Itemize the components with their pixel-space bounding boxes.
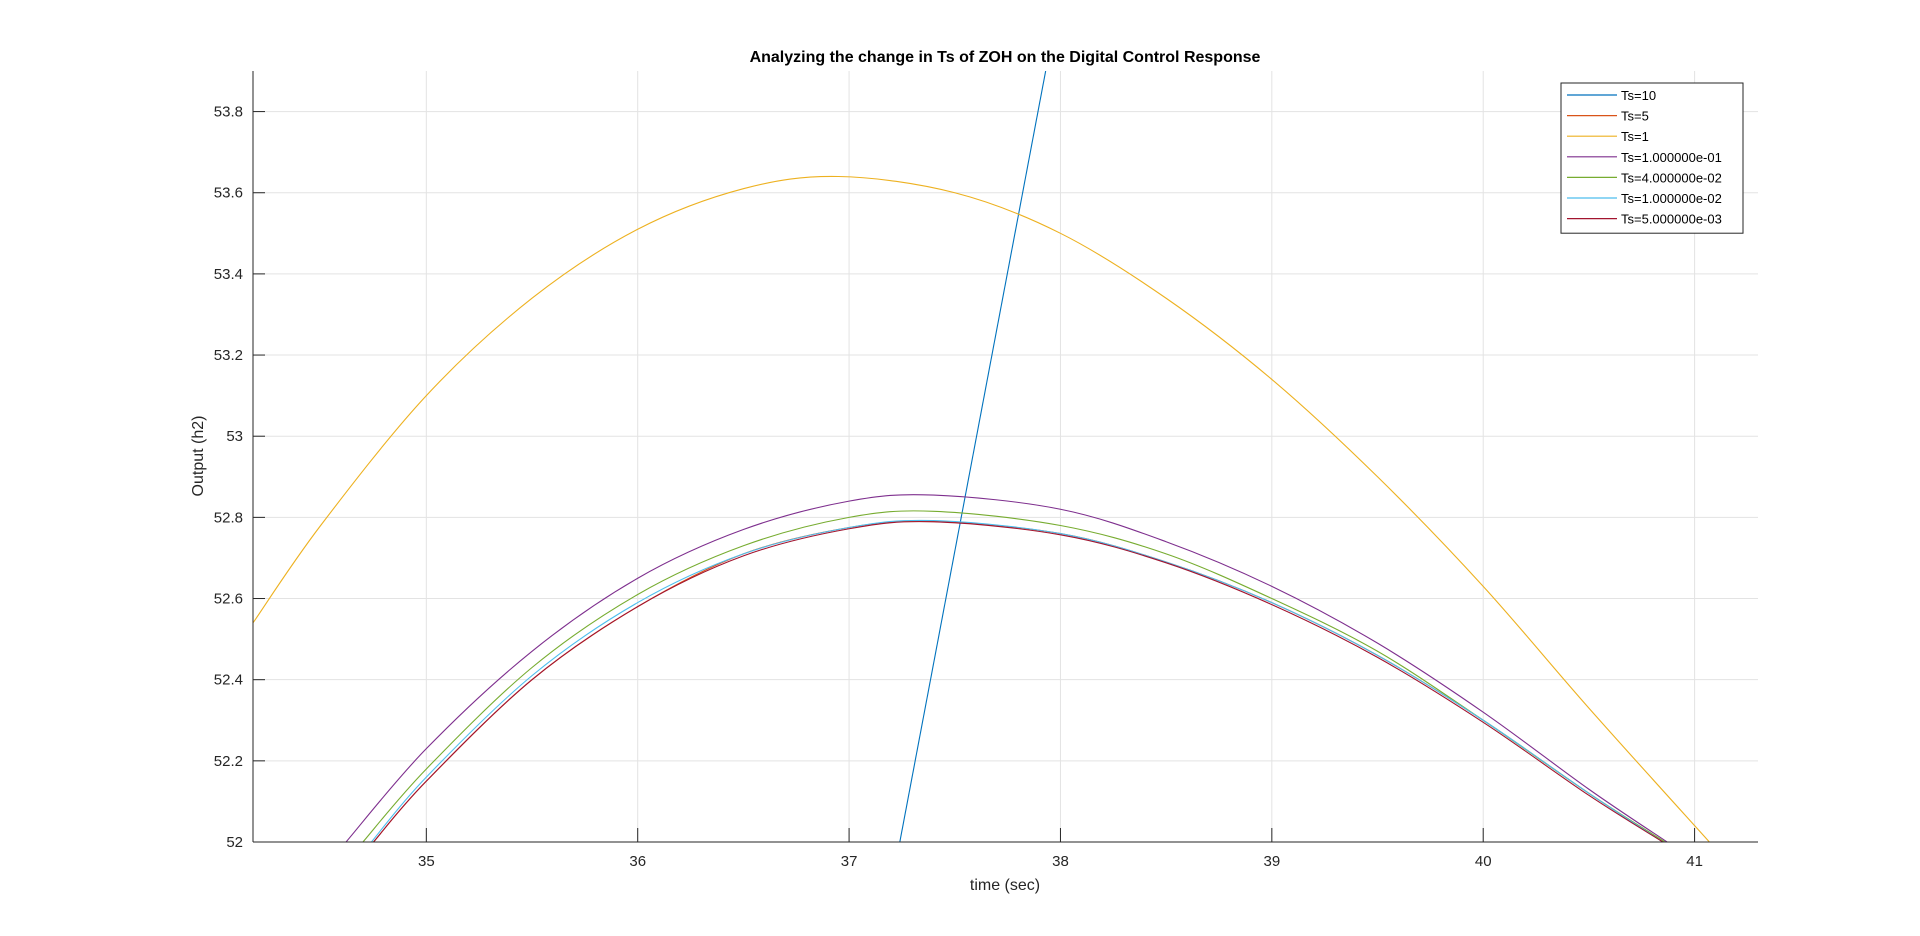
y-tick-label: 53 <box>226 428 243 445</box>
y-axis-label: Output (h2) <box>190 416 207 497</box>
grid-lines <box>253 71 1758 843</box>
x-tick-label: 40 <box>1475 853 1492 870</box>
y-tick-label: 52.8 <box>214 509 243 526</box>
y-tick-label: 52 <box>226 834 243 851</box>
y-tick-label: 53.6 <box>214 185 243 202</box>
y-tick-label: 53.4 <box>214 266 243 283</box>
series-line-4 <box>345 494 1668 842</box>
legend-entry-4: Ts=1.000000e-01 <box>1621 150 1722 165</box>
y-tick-label: 53.2 <box>214 347 243 364</box>
x-tick-label: 36 <box>629 853 646 870</box>
series-line-1 <box>899 71 1047 842</box>
plot-area <box>253 71 1758 842</box>
x-tick-labels: 35 36 37 38 39 40 41 <box>418 853 1703 870</box>
series-line-6 <box>370 519 1664 842</box>
legend-entry-3: Ts=1 <box>1621 129 1649 144</box>
x-tick-label: 35 <box>418 853 435 870</box>
legend-entry-7: Ts=5.000000e-03 <box>1621 212 1722 227</box>
legend-entry-6: Ts=1.000000e-02 <box>1621 191 1722 206</box>
chart-title: Analyzing the change in Ts of ZOH on the… <box>750 49 1261 66</box>
legend-box <box>1560 82 1744 234</box>
legend: Ts=10 Ts=5 Ts=1 Ts=1.000000e-01 Ts=4.000000e… <box>1560 82 1744 234</box>
legend-entry-1: Ts=10 <box>1621 88 1656 103</box>
x-tick-label: 41 <box>1686 853 1703 870</box>
x-tick-label: 37 <box>841 853 858 870</box>
legend-entry-2: Ts=5 <box>1621 109 1649 124</box>
series-line-3 <box>253 175 1710 842</box>
series-group <box>253 71 1710 842</box>
y-tick-label: 53.8 <box>214 104 243 121</box>
legend-entry-5: Ts=4.000000e-02 <box>1621 170 1722 185</box>
y-tick-labels: 52 52.2 52.4 52.6 52.8 53 53.2 53.4 53.6 53.8 <box>214 104 243 851</box>
x-axis-label: time (sec) <box>970 877 1040 894</box>
axes <box>252 71 1758 843</box>
x-tick-label: 38 <box>1052 853 1069 870</box>
series-line-7 <box>373 521 1664 842</box>
y-tick-label: 52.6 <box>214 591 243 608</box>
y-tick-label: 52.2 <box>214 753 243 770</box>
x-tick-label: 39 <box>1263 853 1280 870</box>
y-tick-label: 52.4 <box>214 672 243 689</box>
